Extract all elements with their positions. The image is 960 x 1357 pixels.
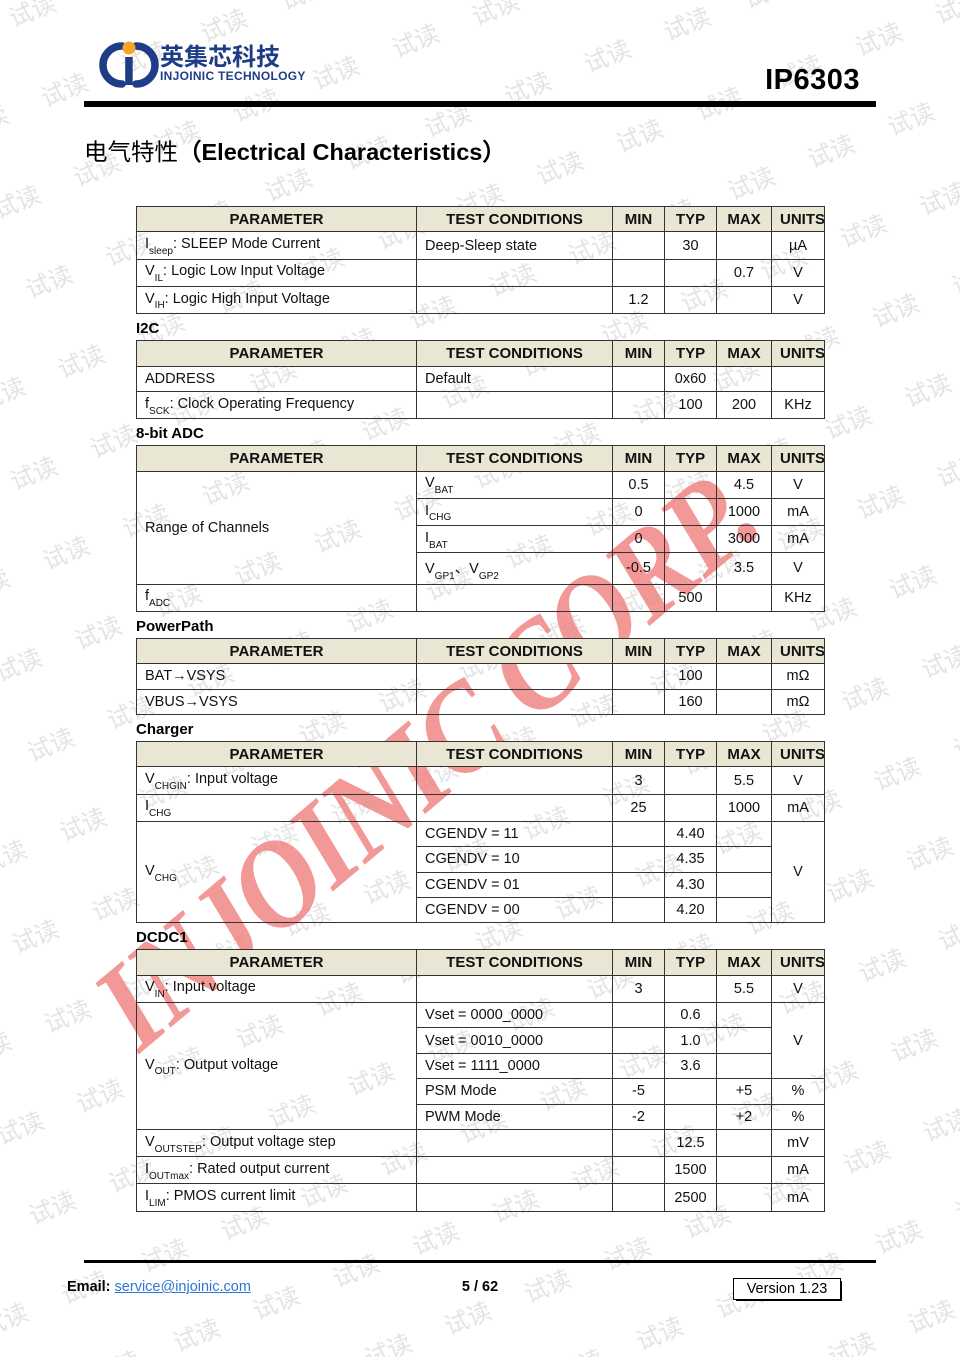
svg-text:英集芯科技: 英集芯科技 <box>160 38 280 72</box>
svg-text:INJOINIC TECHNOLOGY: INJOINIC TECHNOLOGY <box>160 69 306 83</box>
